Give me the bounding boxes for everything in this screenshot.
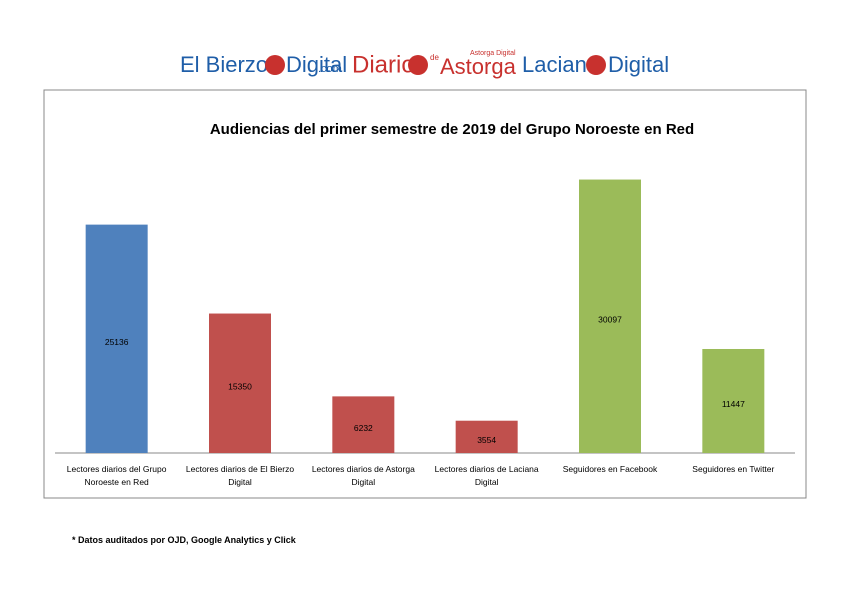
- logo-text: Diario: [352, 51, 415, 78]
- bar: [702, 348, 765, 453]
- data-label: 3554: [477, 435, 496, 445]
- x-tick-label: Lectores diarios de Laciana Digital: [434, 464, 539, 487]
- chart-frame: [43, 89, 807, 499]
- logo-text: Digital: [286, 52, 347, 77]
- logo-text: El Bierzo: [180, 52, 268, 77]
- logo-text: de: [430, 53, 439, 62]
- bar: [455, 420, 518, 453]
- logo-globe: [408, 55, 428, 75]
- x-tick-label: Lectores diarios de Astorga Digital: [311, 464, 415, 487]
- bar: [332, 396, 395, 453]
- logos: El Bierzo Digital .com Diario de Astorga…: [180, 50, 669, 79]
- logo-text: .com: [318, 63, 342, 75]
- data-label: 11447: [722, 399, 745, 409]
- logo-text: Astorga Digital: [470, 50, 516, 57]
- data-label: 25136: [105, 337, 129, 347]
- logo-globe: [586, 55, 606, 75]
- bar: [209, 313, 271, 453]
- data-label: 6232: [354, 423, 373, 433]
- logo-globe: [265, 55, 285, 75]
- chart-title: Audiencias del primer semestre de 2019 d…: [210, 121, 694, 138]
- data-label: 15350: [228, 382, 252, 392]
- logo-text: Astorga: [440, 54, 517, 79]
- x-tick-label: Lectores diarios del Grupo Noroeste en R…: [66, 464, 167, 487]
- footnote: * Datos auditados por OJD, Google Analyt…: [72, 535, 296, 545]
- logo-text: Digital: [608, 52, 669, 77]
- x-tick-label: Seguidores en Facebook: [562, 464, 658, 474]
- x-tick-label: Seguidores en Twitter: [692, 464, 775, 474]
- data-label: 30097: [598, 315, 622, 325]
- bar: [85, 224, 148, 453]
- x-tick-label: Lectores diarios de El Bierzo Digital: [185, 464, 295, 487]
- bar: [579, 179, 641, 454]
